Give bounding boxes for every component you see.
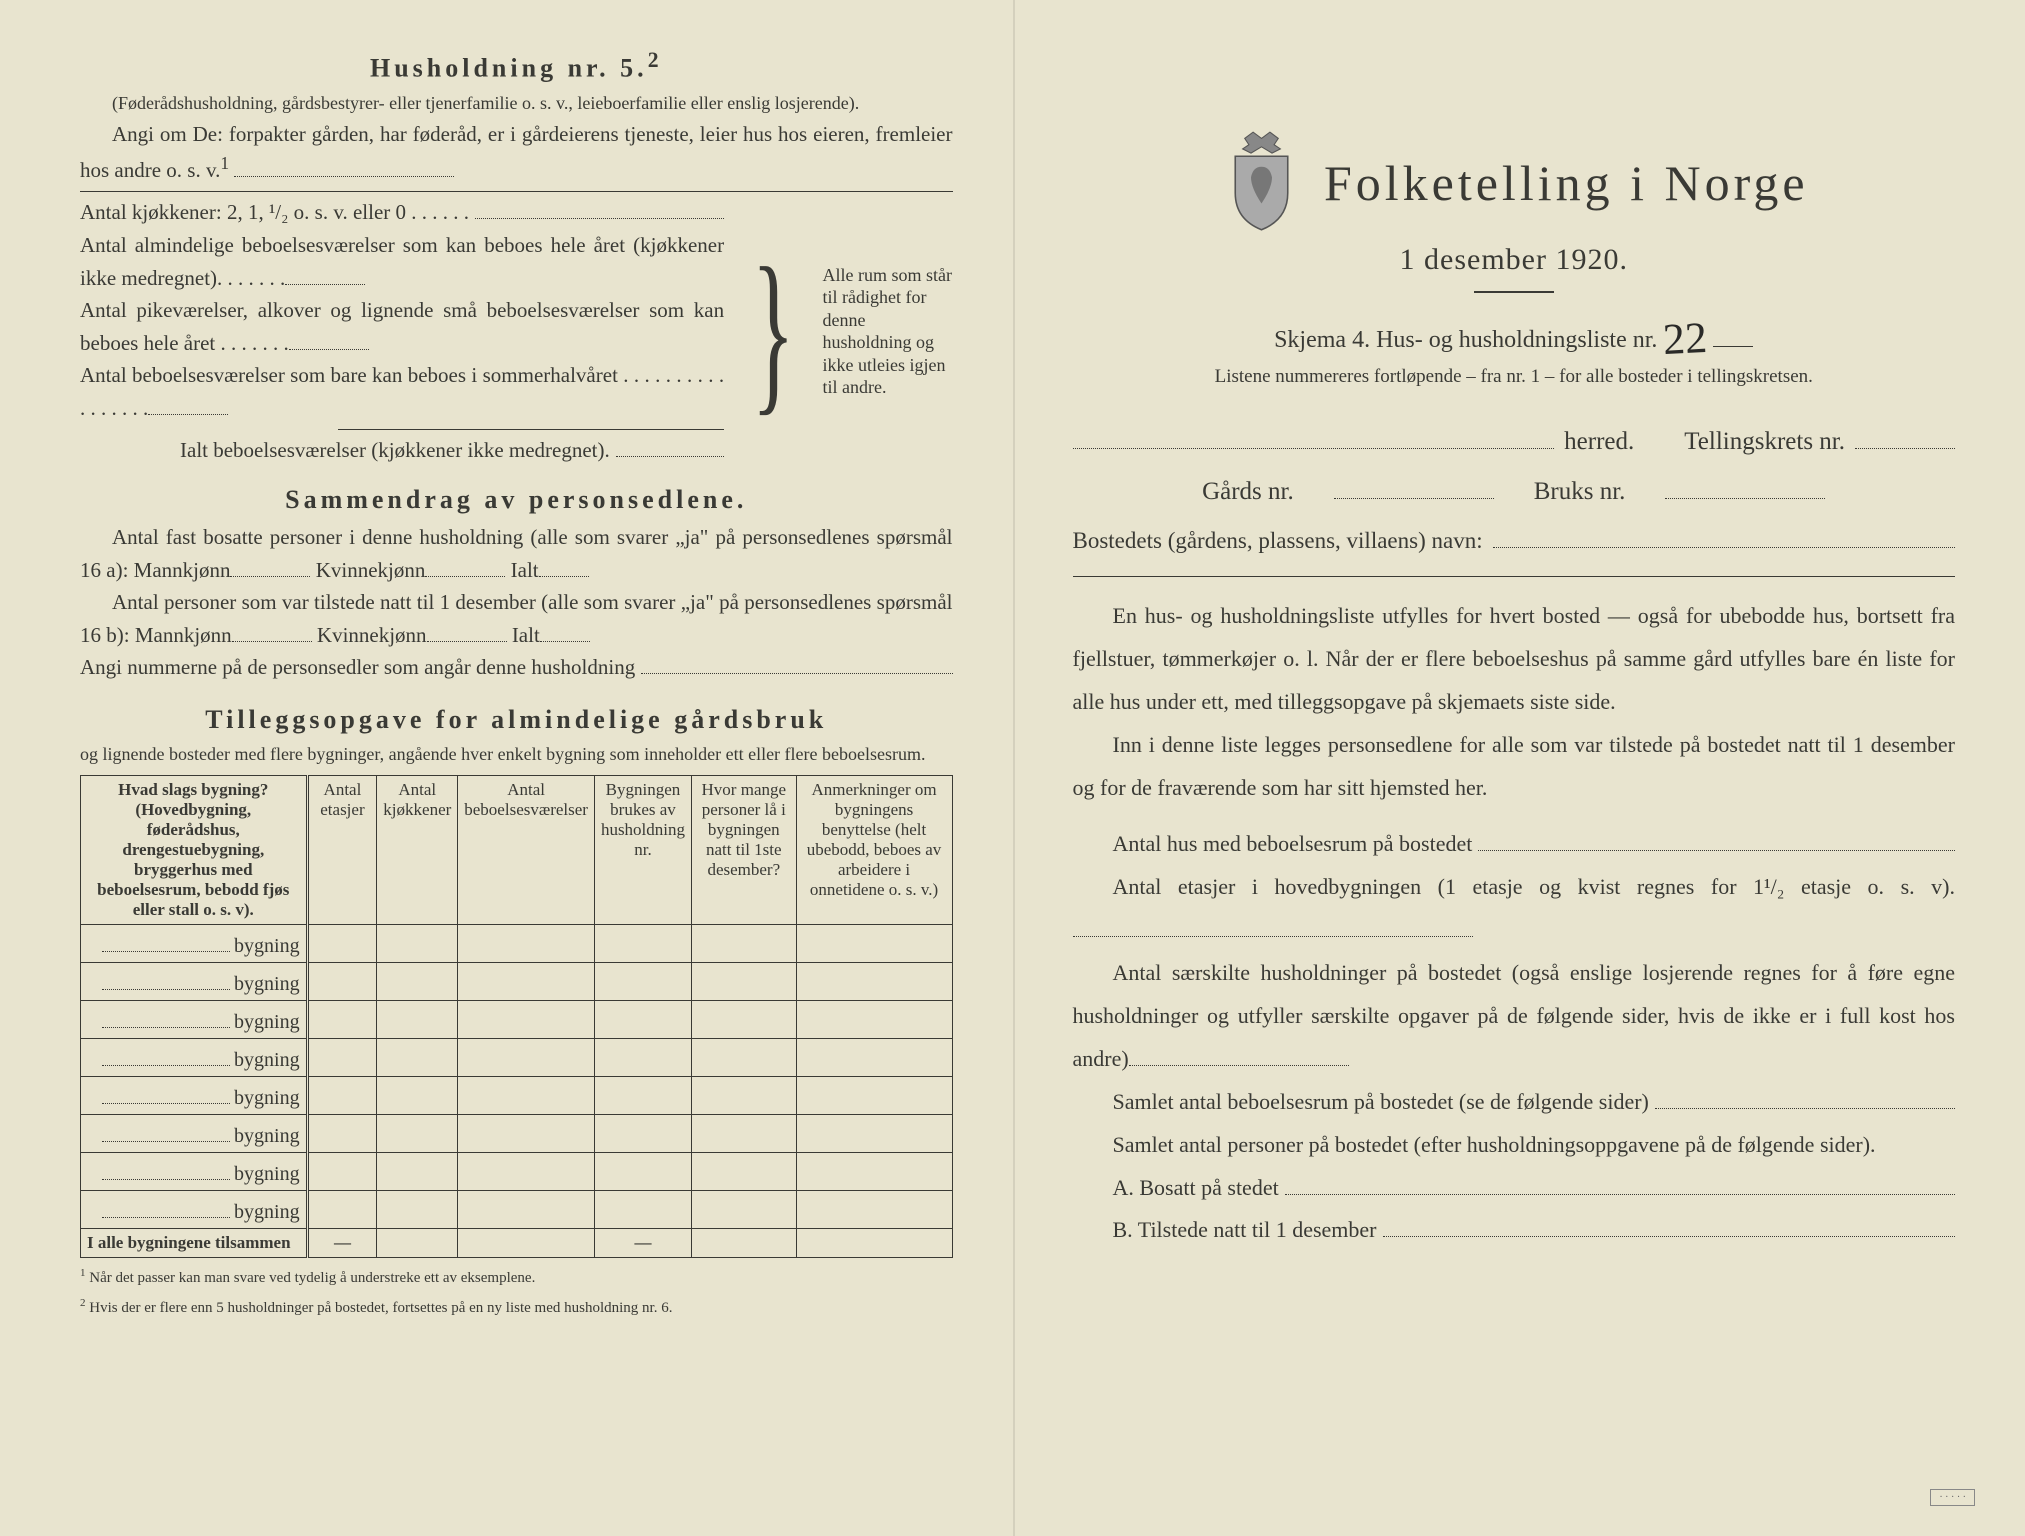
q2: Antal etasjer i hovedbygningen (1 etasje…	[1073, 866, 1956, 952]
subtitle: 1 desember 1920.	[1073, 243, 1956, 277]
handwritten-number: 22	[1662, 312, 1709, 365]
q5: Samlet antal personer på bostedet (efter…	[1073, 1124, 1956, 1167]
th-personer: Hvor mange personer lå i bygningen natt …	[692, 775, 797, 924]
q1: Antal hus med beboelsesrum på bostedet	[1073, 823, 1956, 866]
q3: Antal særskilte husholdninger på bostede…	[1073, 952, 1956, 1081]
herred-row: herred. Tellingskrets nr.	[1073, 428, 1956, 456]
husholdning-note: (Føderådshusholdning, gårdsbestyrer- ell…	[80, 90, 953, 118]
footnote-2: 2 Hvis der er flere enn 5 husholdninger …	[80, 1296, 953, 1318]
table-row: bygning	[81, 924, 953, 962]
footnote-1: 1 Når det passer kan man svare ved tydel…	[80, 1266, 953, 1288]
table-row: bygning	[81, 1000, 953, 1038]
coat-of-arms-icon	[1219, 130, 1304, 235]
right-page: Folketelling i Norge 1 desember 1920. Sk…	[1013, 0, 2025, 1536]
qB: B. Tilstede natt til 1 desember	[1073, 1209, 1956, 1252]
page-title: Folketelling i Norge	[1324, 154, 1809, 212]
th-vaerelser: Antal beboelsesværelser	[458, 775, 595, 924]
sammendrag-line-2: Antal personer som var tilstede natt til…	[80, 586, 953, 651]
qA: A. Bosatt på stedet	[1073, 1167, 1956, 1210]
rooms-block: Antal kjøkkener: 2, 1, ¹/₂ o. s. v. elle…	[80, 196, 953, 467]
table-row: bygning	[81, 962, 953, 1000]
table-row: bygning	[81, 1152, 953, 1190]
printer-stamp: · · · · ·	[1930, 1489, 1975, 1506]
curly-brace-icon: }	[749, 250, 798, 412]
buildings-table: Hvad slags bygning? (Hovedbygning, føder…	[80, 775, 953, 1258]
sammendrag-title: Sammendrag av personsedlene.	[80, 485, 953, 515]
rooms-alm2: Antal pikeværelser, alkover og lignende …	[80, 294, 724, 359]
listene-note: Listene nummereres fortløpende – fra nr.…	[1073, 366, 1956, 388]
para-1: En hus- og husholdningsliste utfylles fo…	[1073, 595, 1956, 724]
para-2: Inn i denne liste legges personsedlene f…	[1073, 724, 1956, 810]
th-kjokkener: Antal kjøkkener	[377, 775, 458, 924]
th-anmerkninger: Anmerkninger om bygningens benyttelse (h…	[796, 775, 952, 924]
rooms-alm3: Antal beboelsesværelser som bare kan beb…	[80, 359, 724, 424]
skjema-line: Skjema 4. Hus- og husholdningsliste nr. …	[1073, 307, 1956, 358]
th-bygning: Hvad slags bygning? (Hovedbygning, føder…	[81, 775, 308, 924]
table-row: bygning	[81, 1114, 953, 1152]
table-row: bygning	[81, 1190, 953, 1228]
rooms-alm1: Antal almindelige beboelsesværelser som …	[80, 229, 724, 294]
tillegg-sub: og lignende bosteder med flere bygninger…	[80, 741, 953, 769]
total-label: I alle bygningene tilsammen	[81, 1228, 308, 1257]
angi-nummerne: Angi nummerne på de personsedler som ang…	[80, 651, 953, 685]
gards-row: Gårds nr. Bruks nr.	[1073, 478, 1956, 506]
husholdning-title: Husholdning nr. 5.2	[80, 48, 953, 84]
bostedets-row: Bostedets (gårdens, plassens, villaens) …	[1073, 528, 1956, 554]
table-row: bygning	[81, 1076, 953, 1114]
th-brukes: Bygningen brukes av husholdning nr.	[594, 775, 691, 924]
brace-note: Alle rum som står til rådighet for denne…	[823, 264, 953, 399]
husholdning-para: Angi om De: forpakter gården, har føderå…	[80, 118, 953, 187]
table-row: bygning	[81, 1038, 953, 1076]
left-page: Husholdning nr. 5.2 (Føderådshusholdning…	[0, 0, 1013, 1536]
sammendrag-line-1: Antal fast bosatte personer i denne hush…	[80, 521, 953, 586]
th-etasjer: Antal etasjer	[307, 775, 377, 924]
tillegg-title: Tilleggsopgave for almindelige gårdsbruk	[80, 705, 953, 735]
q4: Samlet antal beboelsesrum på bostedet (s…	[1073, 1081, 1956, 1124]
